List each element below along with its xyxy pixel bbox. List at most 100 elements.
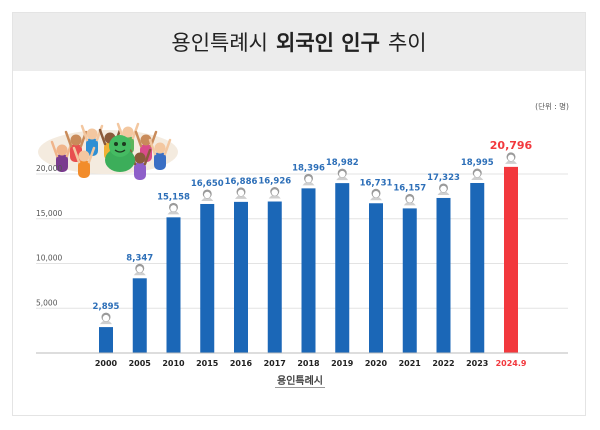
y-tick-label: 20,000 bbox=[36, 164, 62, 173]
page-title: 용인특례시 외국인 인구 추이 bbox=[13, 13, 585, 71]
person-head bbox=[86, 128, 98, 140]
people-illustration bbox=[38, 122, 178, 180]
person-head bbox=[122, 126, 134, 138]
x-tick-label: 2015 bbox=[196, 359, 219, 368]
footer-logo-text: 용인특례시 bbox=[275, 376, 325, 388]
bar bbox=[200, 203, 215, 353]
title-bold: 외국인 인구 bbox=[276, 31, 380, 55]
person-head bbox=[78, 150, 90, 162]
person-arm bbox=[72, 146, 81, 164]
person-icon-face bbox=[271, 189, 278, 196]
bar bbox=[470, 182, 485, 353]
person-icon-face bbox=[305, 176, 312, 183]
x-tick-label: 2023 bbox=[466, 359, 488, 368]
bar bbox=[99, 327, 113, 353]
bar bbox=[369, 203, 383, 353]
person-body bbox=[86, 138, 98, 156]
person-arm bbox=[87, 146, 96, 164]
x-tick-label: 2022 bbox=[432, 359, 454, 368]
x-tick-label: 2000 bbox=[95, 359, 118, 368]
bar bbox=[267, 201, 282, 353]
person-body bbox=[78, 160, 90, 178]
person-icon-face bbox=[102, 314, 110, 322]
person-arm bbox=[95, 124, 104, 142]
person-icon-shoulders bbox=[437, 190, 450, 195]
value-label: 17,323 bbox=[427, 173, 460, 183]
person-icon-face bbox=[372, 191, 380, 198]
person-icon-shoulders bbox=[302, 181, 315, 186]
person-head bbox=[154, 142, 166, 154]
bar bbox=[436, 197, 451, 353]
mascot-head bbox=[109, 135, 131, 157]
person-icon-shoulders bbox=[100, 320, 112, 325]
x-tick-label: 2010 bbox=[162, 359, 185, 368]
person-icon-face bbox=[136, 266, 143, 273]
title-prefix: 용인특례시 bbox=[171, 31, 269, 55]
x-tick-label: 2017 bbox=[264, 359, 286, 368]
value-label: 16,926 bbox=[258, 177, 291, 187]
y-tick-label: 10,000 bbox=[36, 254, 62, 263]
x-tick-label: 2018 bbox=[297, 359, 320, 368]
value-label: 16,886 bbox=[225, 177, 258, 187]
footer-logo: 용인특례시 bbox=[0, 372, 600, 388]
value-label: 18,995 bbox=[461, 158, 494, 168]
person-icon-shoulders bbox=[235, 194, 247, 199]
mascot-smile bbox=[114, 149, 126, 153]
x-tick-label: 2019 bbox=[331, 359, 354, 368]
person-icon-face bbox=[170, 205, 177, 212]
person-icon-shoulders bbox=[471, 175, 484, 180]
person-icon-face bbox=[406, 196, 413, 203]
person-arm bbox=[50, 140, 59, 158]
bar bbox=[132, 278, 147, 353]
x-tick-label: 2005 bbox=[129, 359, 152, 368]
mascot-eye bbox=[122, 142, 126, 146]
value-label: 20,796 bbox=[490, 139, 533, 152]
person-arm bbox=[134, 130, 143, 148]
value-label: 18,982 bbox=[326, 158, 359, 168]
unit-label: (단위 : 명) bbox=[535, 102, 569, 111]
person-arm bbox=[143, 148, 152, 166]
person-icon-shoulders bbox=[167, 210, 180, 215]
bar bbox=[234, 201, 248, 353]
x-tick-label: 2021 bbox=[399, 359, 422, 368]
bar bbox=[335, 183, 350, 353]
value-label: 16,650 bbox=[191, 179, 224, 189]
mascot-eye bbox=[114, 142, 118, 146]
x-tick-label: 2024.9 bbox=[496, 359, 527, 368]
person-body bbox=[134, 162, 146, 180]
person-head bbox=[134, 152, 146, 164]
person-icon-shoulders bbox=[370, 196, 382, 201]
person-icon-shoulders bbox=[403, 201, 416, 206]
value-label: 8,347 bbox=[126, 253, 153, 263]
person-icon-face bbox=[474, 170, 481, 178]
person-head bbox=[56, 144, 68, 156]
person-arm bbox=[80, 124, 89, 142]
person-icon-face bbox=[339, 170, 346, 178]
value-label: 18,396 bbox=[292, 163, 325, 173]
x-tick-label: 2016 bbox=[230, 359, 253, 368]
person-arm bbox=[98, 128, 107, 146]
person-icon-face bbox=[507, 154, 515, 162]
y-tick-label: 15,000 bbox=[36, 209, 62, 218]
value-label: 16,731 bbox=[360, 178, 393, 188]
bar bbox=[301, 188, 316, 353]
person-icon-shoulders bbox=[505, 159, 517, 164]
person-body bbox=[154, 152, 166, 170]
bar bbox=[504, 166, 518, 353]
value-label: 2,895 bbox=[93, 302, 120, 312]
person-icon-shoulders bbox=[268, 194, 281, 199]
x-tick-label: 2020 bbox=[365, 359, 388, 368]
person-arm bbox=[64, 130, 73, 148]
person-arm bbox=[148, 138, 157, 156]
x-tick-labels: 2000 2005 2010 2015 2016 2017 2018 2019 2020 2021… bbox=[95, 359, 527, 368]
person-head bbox=[140, 134, 152, 146]
value-label: 16,157 bbox=[393, 183, 426, 193]
y-tick-label: 5,000 bbox=[36, 298, 58, 307]
bars bbox=[99, 152, 518, 353]
person-body bbox=[56, 154, 68, 172]
person-icon-shoulders bbox=[133, 271, 146, 276]
person-head bbox=[70, 134, 82, 146]
bar bbox=[166, 217, 181, 353]
